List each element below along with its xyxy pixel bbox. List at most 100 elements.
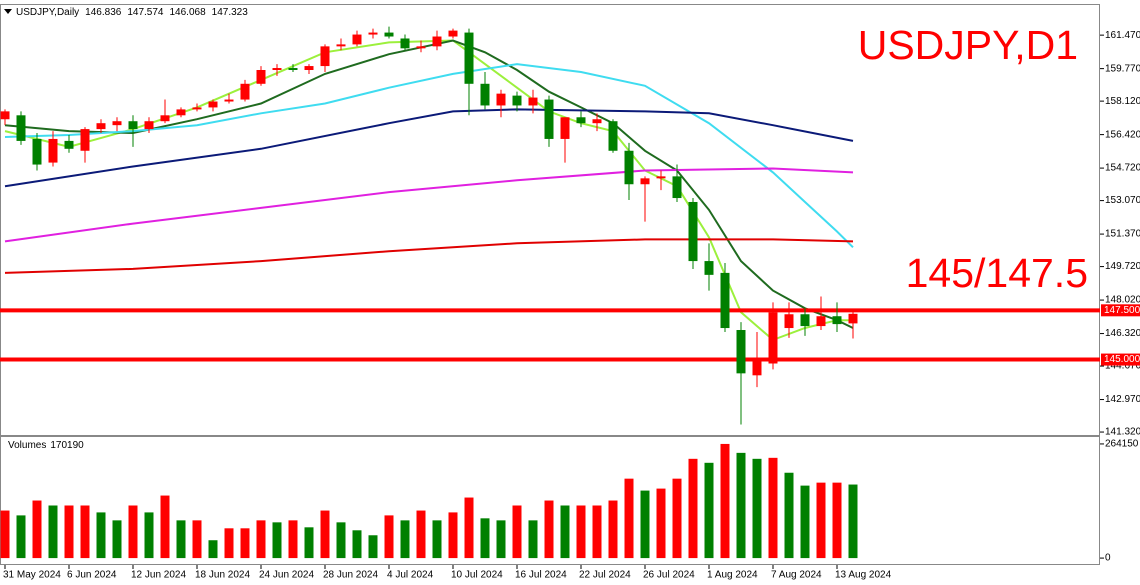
volume-bar <box>144 512 154 559</box>
menu-arrow <box>4 9 12 14</box>
x-tick-label: 31 May 2024 <box>3 570 61 581</box>
volume-bar <box>160 495 170 559</box>
volume-bar <box>256 520 266 559</box>
volume-bar <box>208 540 218 559</box>
volume-bar <box>544 500 554 559</box>
volume-bar <box>528 520 538 559</box>
candle-body <box>480 83 490 106</box>
candle-body <box>720 272 730 329</box>
volume-bar <box>512 505 522 559</box>
volume-bar <box>432 520 442 559</box>
y-tick-label: 154.720 <box>1105 163 1140 174</box>
volume-bar <box>496 520 506 559</box>
candle-body <box>32 138 42 165</box>
y-tick-label: 148.020 <box>1105 295 1140 306</box>
candle-body <box>592 119 602 124</box>
volume-bar <box>848 484 858 559</box>
candle-body <box>624 150 634 185</box>
moving-average <box>4 63 854 249</box>
volume-bar <box>304 527 314 559</box>
volume-bar <box>768 457 778 559</box>
symbol: USDJPY,Daily <box>16 7 79 18</box>
candle-body <box>368 32 378 35</box>
annotation: 145/147.5 <box>906 250 1088 296</box>
header-open: 146.836 <box>85 7 122 18</box>
candle-body <box>752 359 762 376</box>
candle-body <box>352 34 362 45</box>
candle-body <box>528 97 538 106</box>
volume-bar <box>688 458 698 559</box>
volume-bar <box>176 520 186 559</box>
volume-bar <box>272 522 282 559</box>
y-tick-label: 141.320 <box>1105 427 1140 438</box>
candle-body <box>768 312 778 364</box>
volume-bar <box>336 522 346 559</box>
x-tick-label: 26 Jul 2024 <box>643 570 695 581</box>
candle-body <box>736 330 746 374</box>
candle-body <box>336 44 346 47</box>
candle-body <box>240 83 250 100</box>
candle-body <box>400 38 410 49</box>
candle-body <box>0 111 10 120</box>
volume-bar <box>48 505 58 559</box>
volume-bar <box>640 490 650 559</box>
candle-body <box>608 121 618 151</box>
moving-average <box>4 238 854 274</box>
volume-label: Volumes <box>8 440 46 451</box>
volume-bar <box>560 505 570 559</box>
candle-body <box>208 101 218 108</box>
volume-bar <box>720 443 730 559</box>
y-tick-label: 142.970 <box>1105 394 1140 405</box>
price-pane <box>0 4 1100 436</box>
candle-body <box>256 70 266 84</box>
volume-bar <box>368 535 378 559</box>
candle-body <box>320 46 330 67</box>
y-tick-label: 146.320 <box>1105 328 1140 339</box>
x-tick-label: 4 Jul 2024 <box>387 570 434 581</box>
volume-bar <box>816 482 826 559</box>
candle-body <box>192 107 202 110</box>
moving-average <box>4 167 854 243</box>
candle-body <box>64 140 74 149</box>
volume-bar <box>112 520 122 559</box>
candle-body <box>544 99 554 139</box>
header-close: 147.323 <box>212 7 249 18</box>
candle-body <box>816 316 826 327</box>
volume-bar <box>320 510 330 559</box>
x-tick-label: 13 Aug 2024 <box>835 570 892 581</box>
x-tick-label: 18 Jun 2024 <box>195 570 250 581</box>
volume-bar <box>416 510 426 559</box>
volume-bar <box>736 452 746 559</box>
candle-body <box>576 117 586 124</box>
moving-average <box>4 108 854 188</box>
volume-bar <box>784 472 794 559</box>
x-tick-label: 22 Jul 2024 <box>579 570 631 581</box>
candle-body <box>448 30 458 37</box>
candle-body <box>640 178 650 185</box>
volume-bar <box>672 478 682 559</box>
candle-body <box>560 117 570 139</box>
volume-bar <box>832 482 842 559</box>
volume-bar <box>448 512 458 559</box>
candle-body <box>496 93 506 106</box>
moving-average <box>4 39 854 329</box>
volume-bar <box>704 462 714 559</box>
chart-title: USDJPY,D1 <box>858 22 1078 68</box>
candle-body <box>80 129 90 151</box>
x-tick-label: 1 Aug 2024 <box>707 570 758 581</box>
x-tick-label: 28 Jun 2024 <box>323 570 378 581</box>
volume-bar <box>656 488 666 559</box>
volume-bar <box>464 497 474 559</box>
candle-body <box>672 176 682 199</box>
candle-body <box>160 115 170 122</box>
volume-bar <box>96 512 106 559</box>
volume-bar <box>64 505 74 559</box>
candle-body <box>832 316 842 325</box>
candle-body <box>704 261 714 275</box>
y-tick-label: 159.770 <box>1105 63 1140 74</box>
volume-tick-label: 264150 <box>1105 439 1139 450</box>
volume-bar <box>128 505 138 559</box>
y-tick-label: 156.420 <box>1105 129 1140 140</box>
candle-body <box>688 201 698 262</box>
